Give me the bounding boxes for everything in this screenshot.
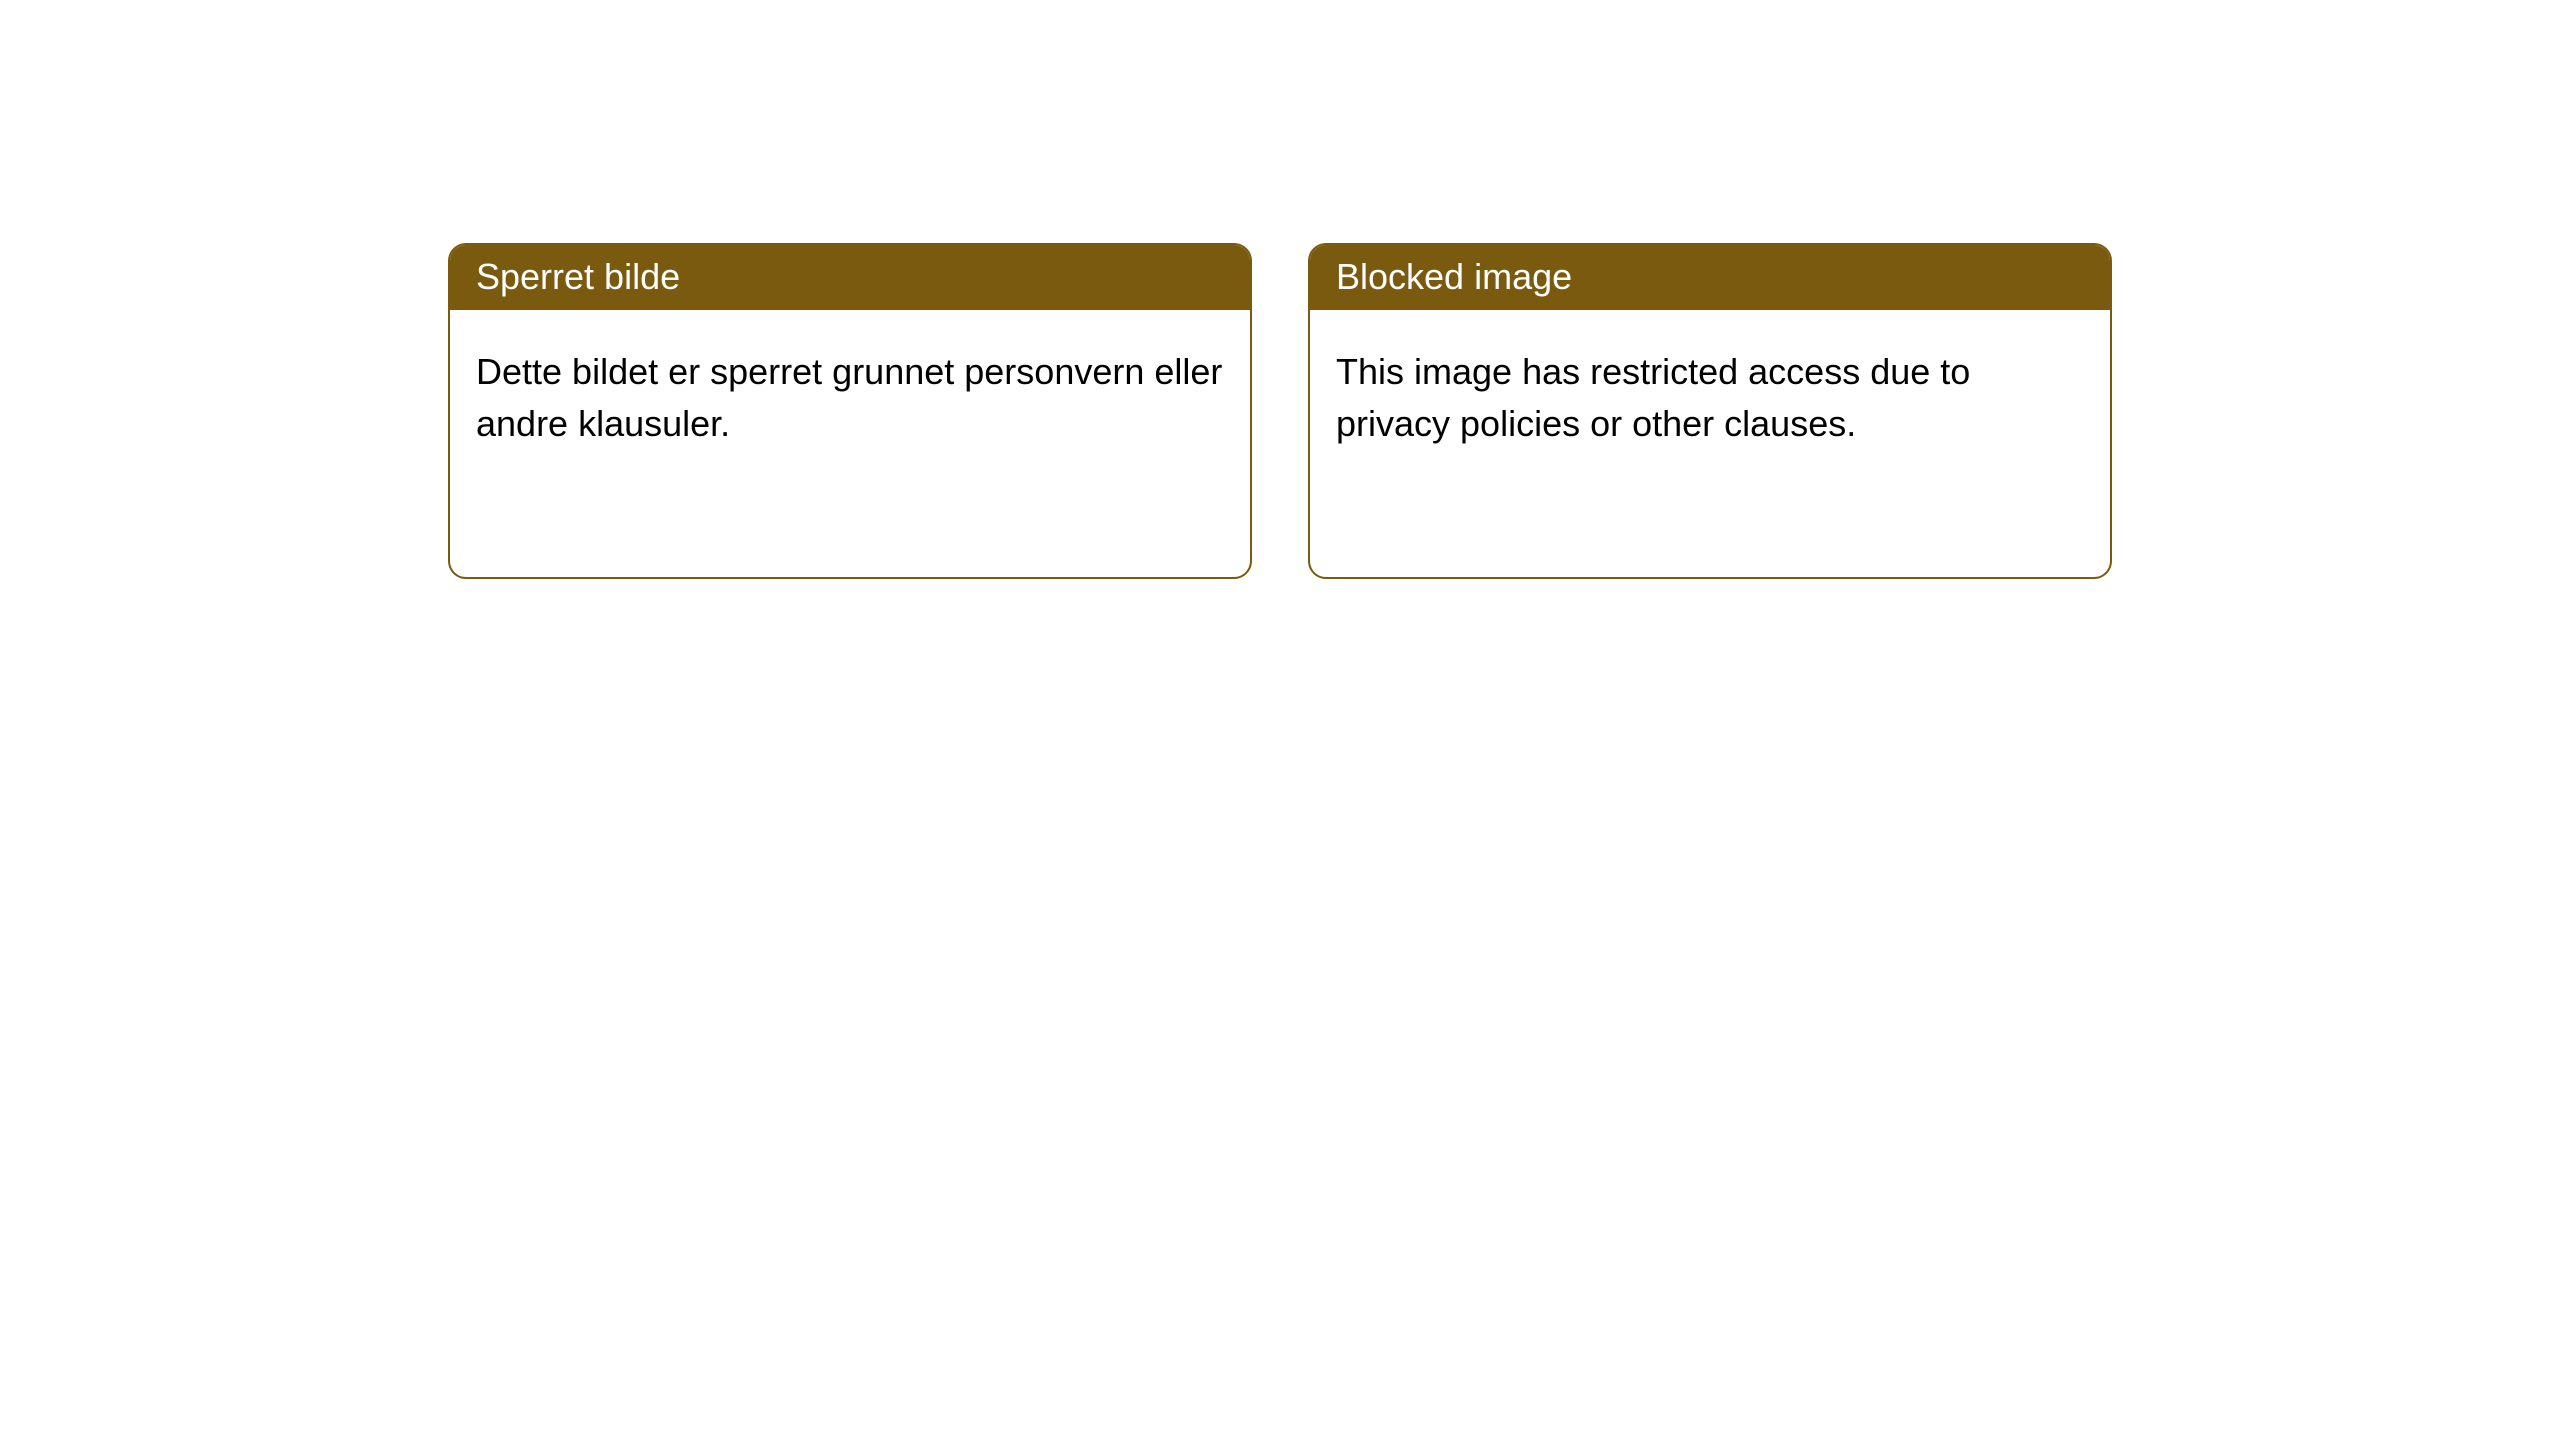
card-header: Sperret bilde: [450, 245, 1250, 310]
card-header: Blocked image: [1310, 245, 2110, 310]
card-body: This image has restricted access due to …: [1310, 310, 2110, 486]
notice-container: Sperret bilde Dette bildet er sperret gr…: [448, 243, 2112, 579]
card-body: Dette bildet er sperret grunnet personve…: [450, 310, 1250, 486]
notice-card-english: Blocked image This image has restricted …: [1308, 243, 2112, 579]
notice-card-norwegian: Sperret bilde Dette bildet er sperret gr…: [448, 243, 1252, 579]
